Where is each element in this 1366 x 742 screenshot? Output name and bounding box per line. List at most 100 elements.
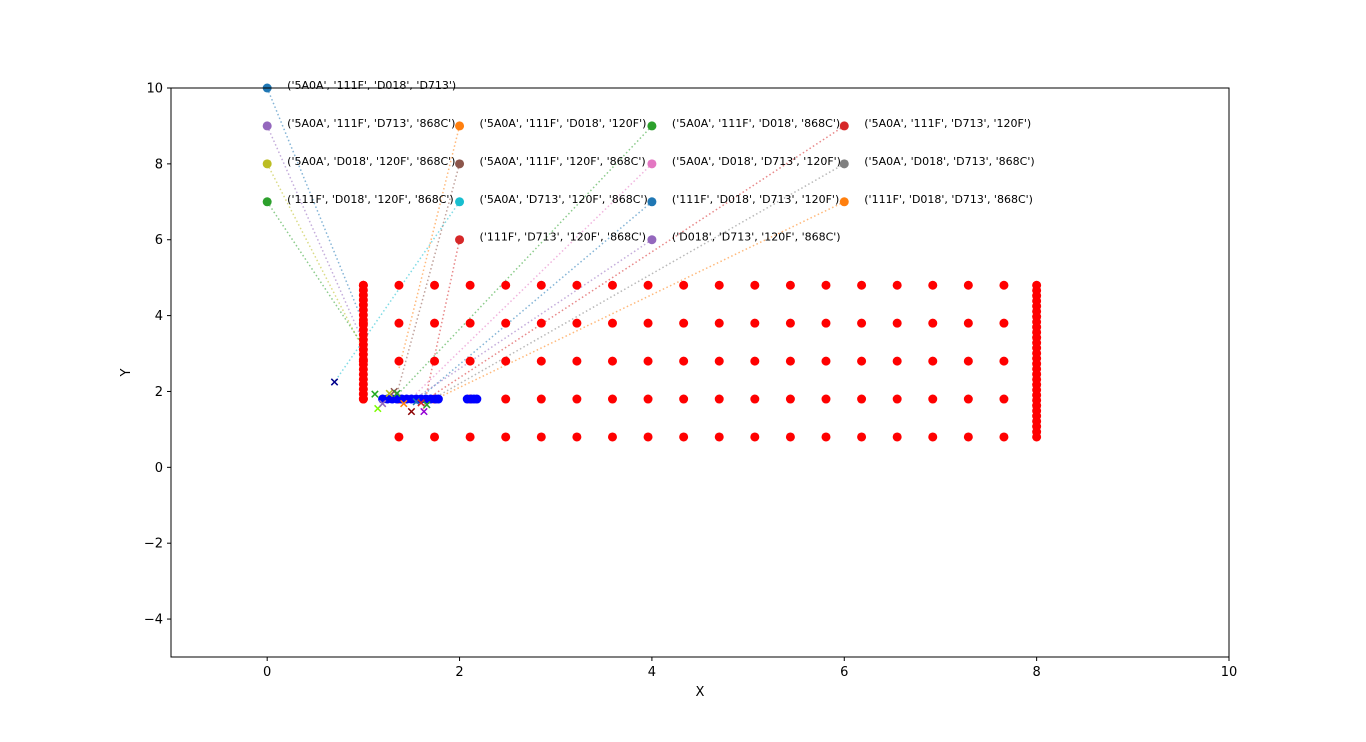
grid-point xyxy=(750,356,760,366)
y-tick-label: 6 xyxy=(155,233,163,248)
cross-marker xyxy=(400,399,408,408)
point-annotation: ('5A0A', 'D018', '120F', '868C') xyxy=(287,155,455,168)
grid-point xyxy=(857,394,867,404)
point-annotation: ('5A0A', 'D713', '120F', '868C') xyxy=(480,193,648,206)
cross-marker xyxy=(371,390,379,398)
grid-point xyxy=(430,356,440,366)
grid-point xyxy=(536,280,546,290)
labeled-point xyxy=(455,197,465,207)
grid-point xyxy=(857,318,867,328)
grid-point xyxy=(750,432,760,442)
grid-point xyxy=(714,394,724,404)
labeled-point xyxy=(647,121,657,131)
grid-point xyxy=(643,394,653,404)
cross-stroke xyxy=(330,378,339,386)
labeled-point xyxy=(647,197,657,207)
grid-point xyxy=(536,432,546,442)
grid-point xyxy=(892,394,902,404)
grid-point xyxy=(572,356,582,366)
grid-point xyxy=(963,318,973,328)
grid-point xyxy=(679,432,689,442)
cross-marker xyxy=(407,407,416,416)
connector-lines-layer xyxy=(266,87,845,411)
grid-point xyxy=(999,394,1009,404)
grid-point xyxy=(785,280,795,290)
grid-point xyxy=(714,318,724,328)
blue-point xyxy=(433,394,443,404)
cross-marker xyxy=(330,378,339,386)
cross-markers-layer xyxy=(330,378,431,416)
grid-point xyxy=(857,432,867,442)
labeled-points-layer: ('5A0A', '111F', 'D018', 'D713') ('5A0A',… xyxy=(262,79,1035,245)
connector-line xyxy=(425,163,845,404)
cross-marker xyxy=(420,407,428,416)
grid-point xyxy=(928,432,938,442)
grid-point xyxy=(892,318,902,328)
grid-point xyxy=(607,356,617,366)
grid-point xyxy=(963,394,973,404)
point-annotation: ('5A0A', '111F', 'D713', '120F') xyxy=(864,117,1031,130)
point-annotation: ('111F', 'D713', '120F', '868C') xyxy=(480,231,647,244)
grid-point xyxy=(572,318,582,328)
y-tick-label: 8 xyxy=(155,157,163,172)
labeled-point xyxy=(262,159,272,169)
blue-point xyxy=(472,394,482,404)
point-annotation: ('D018', 'D713', '120F', '868C') xyxy=(672,231,841,244)
grid-point xyxy=(821,432,831,442)
plot-frame xyxy=(170,87,1230,658)
cross-marker xyxy=(385,389,394,398)
grid-point xyxy=(714,432,724,442)
point-annotation: ('5A0A', '111F', '120F', '868C') xyxy=(480,155,646,168)
grid-point xyxy=(750,318,760,328)
connector-line xyxy=(396,125,653,396)
grid-point xyxy=(857,356,867,366)
x-tick-label: 2 xyxy=(455,665,463,680)
grid-point xyxy=(714,356,724,366)
point-annotation: ('111F', 'D018', 'D713', '868C') xyxy=(864,193,1033,206)
y-tick-label: 2 xyxy=(155,385,163,400)
grid-point xyxy=(394,318,404,328)
labeled-point xyxy=(262,121,272,131)
grid-point xyxy=(536,318,546,328)
point-annotation: ('5A0A', 'D018', 'D713', '868C') xyxy=(864,155,1034,168)
cross-marker xyxy=(378,399,387,408)
grid-point xyxy=(1032,280,1042,290)
y-tick-label: 0 xyxy=(155,461,163,476)
labeled-point xyxy=(455,121,465,131)
grid-point xyxy=(607,394,617,404)
grid-point xyxy=(607,432,617,442)
grid-point xyxy=(999,356,1009,366)
y-tick-label: −2 xyxy=(144,537,163,552)
point-annotation: ('111F', 'D018', '120F', '868C') xyxy=(287,193,454,206)
point-annotation: ('5A0A', '111F', 'D018', '868C') xyxy=(672,117,840,130)
grid-point xyxy=(963,432,973,442)
grid-point xyxy=(643,318,653,328)
grid-point xyxy=(501,356,511,366)
cross-stroke xyxy=(371,390,379,398)
labeled-point xyxy=(647,235,657,245)
grid-point xyxy=(430,318,440,328)
grid-point xyxy=(892,280,902,290)
y-tick-label: 10 xyxy=(146,82,163,97)
grid-point xyxy=(536,394,546,404)
x-tick-label: 6 xyxy=(840,665,848,680)
cross-stroke xyxy=(420,407,428,416)
grid-point xyxy=(430,432,440,442)
connector-line xyxy=(266,163,365,351)
labeled-point xyxy=(455,159,465,169)
grid-point xyxy=(928,356,938,366)
cross-marker xyxy=(417,399,425,407)
labeled-point xyxy=(839,121,849,131)
y-axis-label: Y xyxy=(119,368,134,377)
grid-point xyxy=(785,356,795,366)
point-annotation: ('111F', 'D018', 'D713', '120F') xyxy=(672,193,839,206)
cross-stroke xyxy=(417,399,425,407)
connector-line xyxy=(422,239,461,411)
connector-line xyxy=(266,125,365,343)
connector-line xyxy=(415,201,653,402)
grid-point xyxy=(394,432,404,442)
x-tick-label: 0 xyxy=(263,665,271,680)
x-axis-label: X xyxy=(696,685,705,700)
grid-point xyxy=(821,394,831,404)
